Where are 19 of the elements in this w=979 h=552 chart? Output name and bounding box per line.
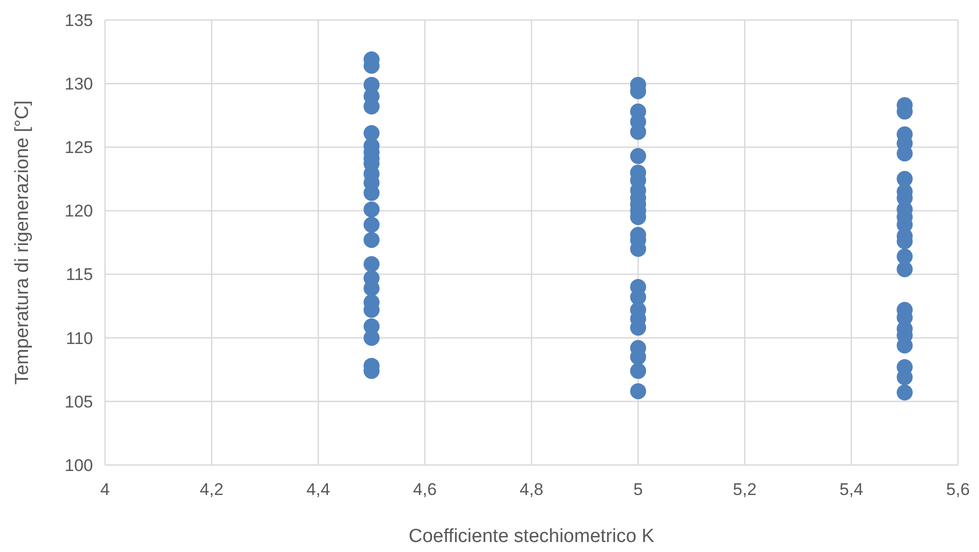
x-tick-label: 4,8 xyxy=(520,480,544,499)
y-tick-label: 105 xyxy=(64,392,93,412)
y-tick-label: 135 xyxy=(64,10,93,30)
y-tick-label: 130 xyxy=(64,74,93,94)
y-tick-label: 120 xyxy=(64,202,93,221)
x-tick-label: 5 xyxy=(633,480,643,499)
x-tick-label: 4,6 xyxy=(413,480,437,499)
x-tick-label: 4 xyxy=(100,480,110,499)
x-tick-label: 5,4 xyxy=(840,480,864,499)
y-tick-label: 115 xyxy=(66,265,93,284)
y-axis-title: Temperatura di rigenerazione [°C] xyxy=(12,100,33,385)
x-tick-label: 5,6 xyxy=(946,480,970,499)
y-tick-label: 125 xyxy=(64,138,93,158)
x-axis-title: Coefficiente stechiometrico K xyxy=(408,526,655,547)
x-tick-label: 4,2 xyxy=(200,480,224,499)
y-tick-label: 100 xyxy=(64,456,93,475)
x-tick-label: 4,4 xyxy=(306,480,330,499)
y-tick-label: 110 xyxy=(66,328,93,348)
x-tick-label: 5,2 xyxy=(732,480,757,499)
